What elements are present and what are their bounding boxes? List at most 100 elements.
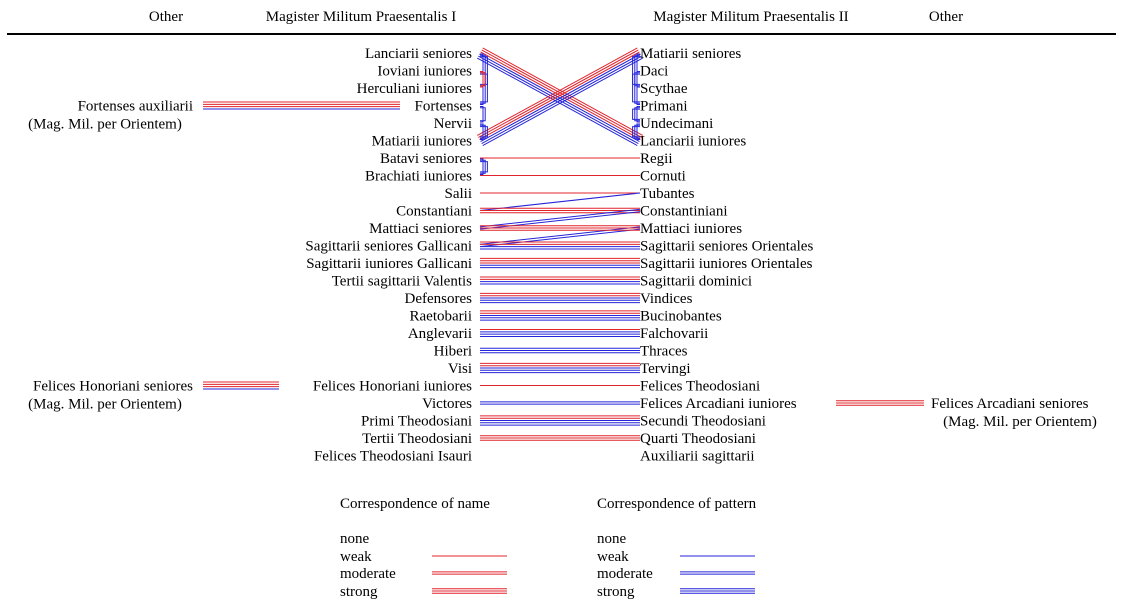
left-bracket-4-stroke bbox=[480, 106, 484, 123]
other-unit-note: (Mag. Mil. per Orientem) bbox=[943, 414, 1097, 430]
left-unit-felices-honoriani-iuniores: Felices Honoriani iuniores bbox=[313, 379, 472, 395]
right-unit-quarti-theodosiani: Quarti Theodosiani bbox=[640, 431, 756, 447]
left-unit-sagittarii-seniores-gallicani: Sagittarii seniores Gallicani bbox=[305, 239, 472, 255]
legend-pattern-level-strong: strong bbox=[597, 584, 635, 600]
left-unit-tertii-sagittarii-valentis: Tertii sagittarii Valentis bbox=[332, 274, 472, 290]
cross-link-0-stroke bbox=[478, 55, 639, 144]
right-bracket-1-stroke bbox=[632, 73, 640, 85]
links-layer bbox=[477, 47, 643, 441]
cross-link-1-stroke bbox=[482, 57, 643, 146]
cross-link-1-stroke bbox=[481, 55, 642, 144]
left-unit-defensores: Defensores bbox=[405, 291, 473, 307]
cross-link-7-stroke bbox=[479, 208, 640, 228]
left-unit-raetobarii: Raetobarii bbox=[410, 309, 472, 325]
left-unit-ioviani-iuniores: Ioviani iuniores bbox=[377, 64, 472, 80]
right-unit-falchovarii: Falchovarii bbox=[640, 326, 708, 342]
right-unit-auxiliarii-sagittarii: Auxiliarii sagittarii bbox=[640, 449, 755, 465]
right-unit-felices-arcadiani-iuniores: Felices Arcadiani iuniores bbox=[640, 396, 797, 412]
left-bracket-5-stroke bbox=[480, 158, 484, 175]
left-bracket-2-stroke bbox=[480, 72, 486, 87]
left-unit-herculiani-iuniores: Herculiani iuniores bbox=[357, 81, 473, 97]
cross-link-1-stroke bbox=[478, 49, 639, 138]
left-bracket-1-stroke bbox=[480, 73, 488, 85]
right-unit-sagittarii-iuniores-orientales: Sagittarii iuniores Orientales bbox=[640, 256, 813, 272]
cross-link-0-stroke bbox=[481, 49, 642, 138]
right-unit-regii: Regii bbox=[640, 151, 673, 167]
legend-pattern-level-moderate: moderate bbox=[597, 566, 653, 582]
other-unit-felices-honoriani-seniores: Felices Honoriani seniores bbox=[33, 379, 193, 395]
left-bracket-3-stroke bbox=[480, 126, 488, 138]
right-bracket-1-stroke bbox=[634, 72, 640, 87]
legend-name-level-weak: weak bbox=[340, 549, 372, 565]
left-unit-anglevarii: Anglevarii bbox=[408, 326, 472, 342]
left-unit-brachiati-iuniores: Brachiati iuniores bbox=[365, 169, 472, 185]
left-unit-tertii-theodosiani: Tertii Theodosiani bbox=[362, 431, 472, 447]
cross-link-0-stroke bbox=[479, 53, 640, 142]
legend-swatches bbox=[432, 555, 755, 594]
right-bracket-2-stroke bbox=[636, 106, 640, 123]
right-unit-matiarii-seniores: Matiarii seniores bbox=[640, 46, 741, 62]
left-bracket-3-stroke bbox=[480, 123, 484, 140]
right-unit-daci: Daci bbox=[640, 64, 668, 80]
legend-pattern-level-none: none bbox=[597, 531, 627, 547]
left-unit-victores: Victores bbox=[422, 396, 472, 412]
right-unit-constantiniani: Constantiniani bbox=[640, 204, 728, 220]
right-bracket-3-stroke bbox=[634, 124, 640, 139]
cross-link-1-stroke bbox=[480, 53, 641, 142]
other-unit-note: (Mag. Mil. per Orientem) bbox=[28, 397, 182, 413]
left-unit-primi-theodosiani: Primi Theodosiani bbox=[361, 414, 472, 430]
other-unit-felices-arcadiani-seniores: Felices Arcadiani seniores bbox=[931, 396, 1089, 412]
left-unit-nervii: Nervii bbox=[434, 116, 472, 132]
right-bracket-2-stroke bbox=[632, 108, 640, 120]
right-unit-mattiaci-iuniores: Mattiaci iuniores bbox=[640, 221, 742, 237]
right-unit-thraces: Thraces bbox=[640, 344, 688, 360]
left-unit-fortenses: Fortenses bbox=[415, 99, 473, 115]
legend-name-title: Correspondence of name bbox=[340, 496, 490, 512]
right-bracket-3-stroke bbox=[632, 126, 640, 138]
right-bracket-3-stroke bbox=[636, 123, 640, 140]
legend: Correspondence of name Correspondence of… bbox=[340, 496, 757, 600]
cross-link-1-stroke bbox=[477, 47, 638, 136]
left-unit-batavi-seniores: Batavi seniores bbox=[380, 151, 472, 167]
right-unit-primani: Primani bbox=[640, 99, 688, 115]
left-column: Lanciarii seniores Ioviani iunioresHercul… bbox=[305, 46, 472, 465]
header-mm2: Magister Militum Praesentalis II bbox=[653, 9, 848, 25]
right-bracket-2-stroke bbox=[634, 107, 640, 122]
other-unit-fortenses-auxiliarii: Fortenses auxiliarii bbox=[78, 99, 193, 115]
legend-name-level-none: none bbox=[340, 531, 370, 547]
right-unit-tubantes: Tubantes bbox=[640, 186, 695, 202]
header-mm1: Magister Militum Praesentalis I bbox=[266, 9, 456, 25]
cross-link-8-stroke bbox=[480, 228, 641, 248]
legend-pattern-title: Correspondence of pattern bbox=[597, 496, 757, 512]
header-other-right: Other bbox=[929, 9, 963, 25]
other-units: Fortenses auxiliarii (Mag. Mil. per Orien… bbox=[28, 99, 1097, 431]
cross-link-7-stroke bbox=[480, 211, 641, 230]
cross-link-8-stroke bbox=[479, 226, 640, 245]
cross-link-0-stroke bbox=[480, 51, 641, 140]
right-unit-sagittarii-seniores-orientales: Sagittarii seniores Orientales bbox=[640, 239, 813, 255]
left-unit-matiarii-iuniores: Matiarii iuniores bbox=[372, 134, 473, 150]
right-unit-scythae: Scythae bbox=[640, 81, 688, 97]
left-unit-lanciarii-seniores: Lanciarii seniores bbox=[365, 46, 472, 62]
other-unit-note: (Mag. Mil. per Orientem) bbox=[28, 117, 182, 133]
right-unit-sagittarii-dominici: Sagittarii dominici bbox=[640, 274, 752, 290]
left-unit-mattiaci-seniores: Mattiaci seniores bbox=[369, 221, 472, 237]
left-unit-hiberi: Hiberi bbox=[434, 344, 472, 360]
left-bracket-4-stroke bbox=[480, 107, 486, 122]
left-bracket-3-stroke bbox=[480, 124, 486, 139]
left-bracket-2-stroke bbox=[480, 71, 484, 88]
right-unit-tervingi: Tervingi bbox=[640, 361, 691, 377]
right-unit-cornuti: Cornuti bbox=[640, 169, 686, 185]
left-unit-sagittarii-iuniores-gallicani: Sagittarii iuniores Gallicani bbox=[306, 256, 472, 272]
header-other-left: Other bbox=[149, 9, 183, 25]
left-unit-visi: Visi bbox=[448, 361, 472, 377]
right-unit-vindices: Vindices bbox=[640, 291, 693, 307]
legend-name-level-strong: strong bbox=[340, 584, 378, 600]
legend-name-level-moderate: moderate bbox=[340, 566, 396, 582]
left-unit-constantiani: Constantiani bbox=[396, 204, 472, 220]
right-unit-bucinobantes: Bucinobantes bbox=[640, 309, 722, 325]
left-bracket-5-stroke bbox=[480, 161, 488, 173]
legend-pattern-level-weak: weak bbox=[597, 549, 629, 565]
